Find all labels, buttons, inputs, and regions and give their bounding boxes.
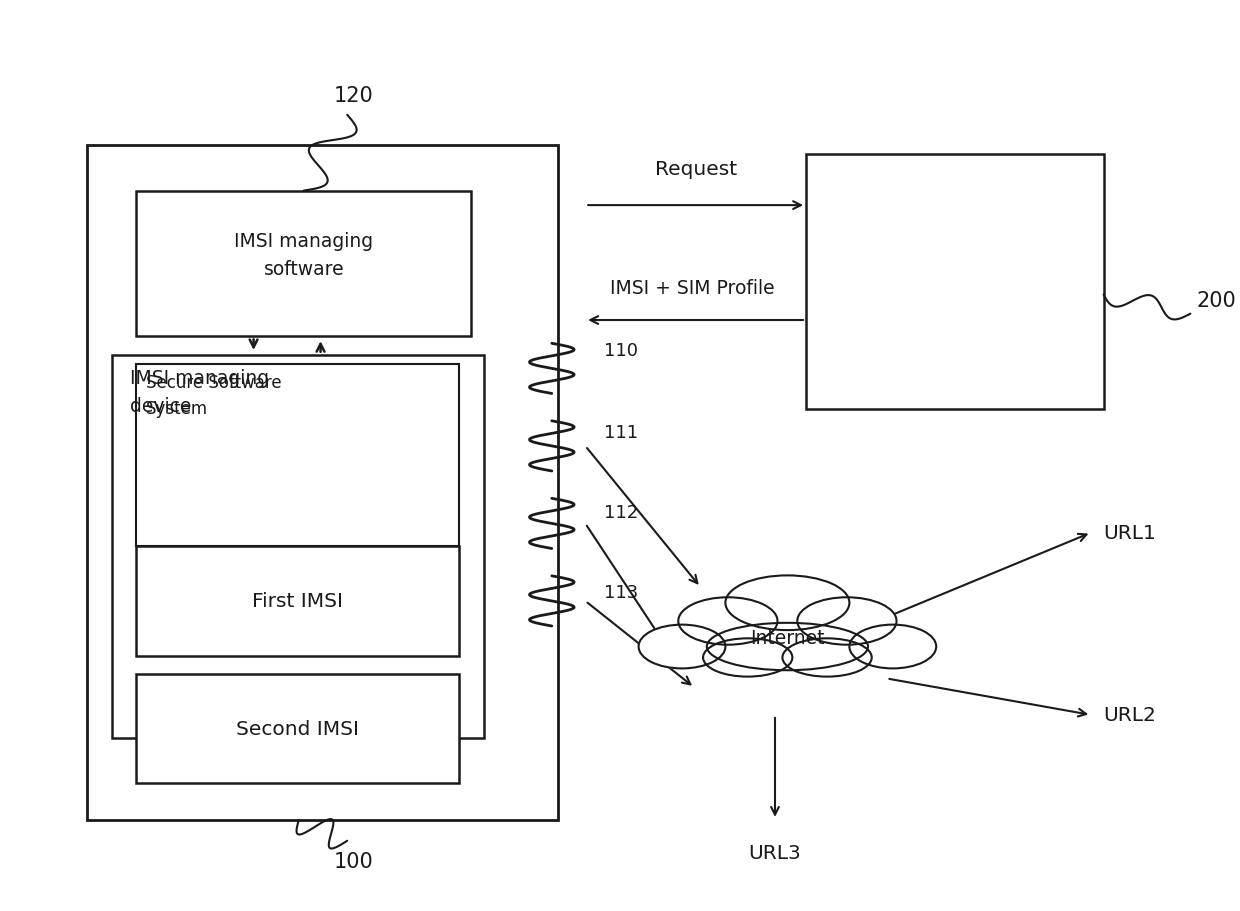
Text: IMSI managing
software: IMSI managing software bbox=[234, 231, 373, 279]
Text: URL2: URL2 bbox=[1104, 706, 1157, 724]
Text: URL1: URL1 bbox=[1104, 524, 1157, 542]
Text: 110: 110 bbox=[604, 342, 637, 360]
Ellipse shape bbox=[678, 598, 777, 645]
Text: 112: 112 bbox=[604, 504, 639, 522]
Text: Internet: Internet bbox=[750, 629, 825, 647]
Ellipse shape bbox=[707, 623, 868, 670]
Text: Request: Request bbox=[655, 159, 737, 179]
Text: URL3: URL3 bbox=[749, 843, 801, 862]
Ellipse shape bbox=[849, 625, 936, 669]
Bar bbox=[112, 355, 484, 738]
Bar bbox=[136, 364, 459, 547]
Bar bbox=[136, 191, 471, 337]
Text: IMSI managing
device: IMSI managing device bbox=[130, 369, 269, 416]
Text: Secure Software
System: Secure Software System bbox=[146, 374, 281, 418]
Text: 113: 113 bbox=[604, 583, 639, 601]
Bar bbox=[806, 155, 1104, 410]
Text: First IMSI: First IMSI bbox=[252, 592, 343, 610]
Text: 111: 111 bbox=[604, 424, 639, 442]
Ellipse shape bbox=[797, 598, 897, 645]
Bar bbox=[136, 674, 459, 783]
Text: 200: 200 bbox=[1197, 291, 1236, 311]
Ellipse shape bbox=[639, 625, 725, 669]
Bar bbox=[87, 146, 558, 820]
Ellipse shape bbox=[725, 576, 849, 630]
Ellipse shape bbox=[703, 639, 792, 677]
Bar bbox=[136, 547, 459, 656]
Text: 120: 120 bbox=[334, 86, 373, 106]
Text: Second IMSI: Second IMSI bbox=[236, 720, 360, 738]
Text: 100: 100 bbox=[334, 851, 373, 871]
Text: IMSI + SIM Profile: IMSI + SIM Profile bbox=[610, 279, 775, 298]
Ellipse shape bbox=[782, 639, 872, 677]
